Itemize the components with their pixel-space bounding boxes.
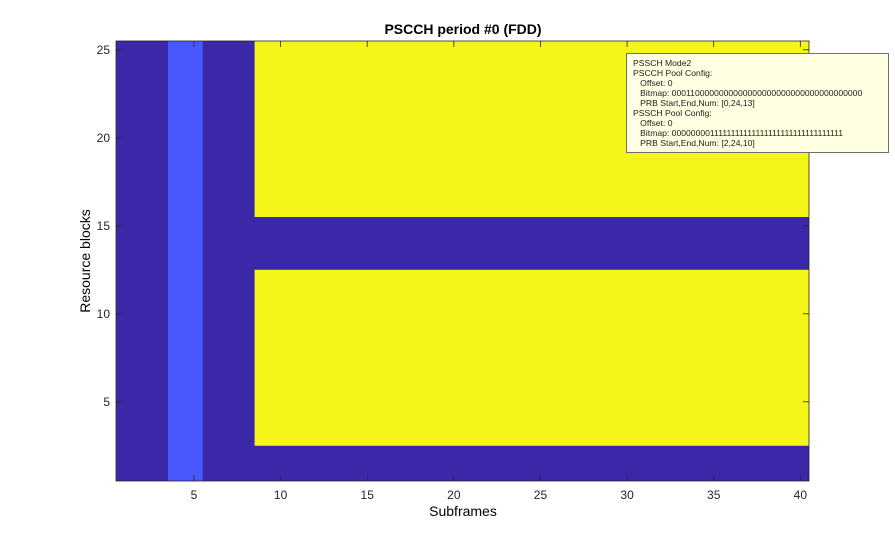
x-axis-label: Subframes <box>429 503 497 519</box>
x-tick-label: 5 <box>191 488 198 502</box>
annotation-line: Offset: 0 <box>633 78 673 88</box>
x-tick-label: 10 <box>274 488 288 502</box>
annotation-line: Offset: 0 <box>633 118 673 128</box>
pssch-region-1 <box>254 269 810 446</box>
annotation-line: PRB Start,End,Num: [0,24,13] <box>633 98 755 108</box>
y-tick-label: 15 <box>97 219 111 233</box>
axes-box <box>115 40 810 482</box>
annotation-line: Bitmap: 00011000000000000000000000000000… <box>633 88 863 98</box>
annotation-line: PSCCH Pool Config: <box>633 68 713 78</box>
plot-frame <box>115 40 810 482</box>
config-annotation-box: PSSCH Mode2 PSCCH Pool Config: Offset: 0 … <box>626 53 889 153</box>
y-axis-label: Resource blocks <box>77 209 93 313</box>
annotation-line: PRB Start,End,Num: [2,24,10] <box>633 138 755 148</box>
annotation-line: PSSCH Pool Config: <box>633 108 712 118</box>
y-tick-label: 25 <box>97 43 111 57</box>
chart-title: PSCCH period #0 (FDD) <box>384 21 541 37</box>
x-tick-label: 35 <box>707 488 721 502</box>
x-tick-label: 40 <box>794 488 808 502</box>
x-tick-label: 15 <box>361 488 375 502</box>
x-tick-label: 25 <box>534 488 548 502</box>
y-tick-label: 10 <box>97 307 111 321</box>
y-tick-label: 20 <box>97 131 111 145</box>
pscch-region-0 <box>167 41 203 481</box>
annotation-line: PSSCH Mode2 <box>633 58 692 68</box>
x-tick-label: 20 <box>447 488 461 502</box>
y-axis: 5 10 15 20 25 <box>97 43 809 409</box>
annotation-line: Bitmap: 00000000111111111111111111111111… <box>633 128 844 138</box>
x-tick-label: 30 <box>620 488 634 502</box>
y-tick-label: 5 <box>103 395 110 409</box>
x-axis: 5 10 15 20 25 30 35 40 <box>191 41 808 502</box>
